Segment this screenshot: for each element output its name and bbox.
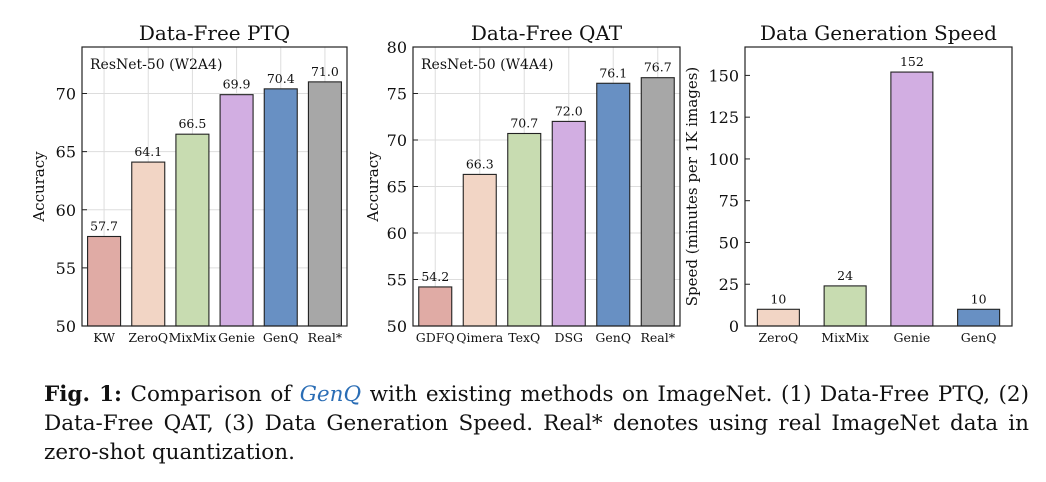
caption-figure-label: Fig. 1: [44, 382, 122, 407]
x-tick-label: ZeroQ [128, 330, 168, 345]
y-axis-label: Accuracy [364, 151, 382, 223]
chart-title: Data Generation Speed [760, 21, 997, 45]
y-tick-label: 150 [708, 66, 739, 85]
bar-value-label: 54.2 [421, 269, 449, 284]
plot-frame [412, 46, 681, 327]
bar-real [640, 77, 675, 327]
bar-dsg [551, 120, 586, 327]
y-tick-label: 50 [387, 317, 407, 336]
y-tick-label: 25 [719, 275, 739, 294]
x-tick-label: KW [93, 330, 115, 345]
bar-qimera [462, 173, 497, 327]
x-tick-label: MixMix [821, 330, 869, 345]
x-tick-label: Real* [308, 330, 343, 345]
x-tick-label: GenQ [961, 330, 997, 345]
bar-genq [596, 82, 631, 327]
bar-mixmix [175, 133, 210, 327]
bar-value-label: 64.1 [134, 144, 162, 159]
caption-method-name: GenQ [299, 382, 362, 407]
plot-frame [81, 46, 348, 327]
bar-value-label: 72.0 [555, 103, 583, 118]
bar-value-label: 69.9 [223, 77, 251, 92]
bar-value-label: 57.7 [90, 218, 118, 233]
x-tick-label: ZeroQ [758, 330, 798, 345]
y-axis-label: Accuracy [30, 151, 48, 223]
bar-value-label: 76.1 [599, 65, 627, 80]
y-tick-label: 55 [56, 259, 76, 278]
y-tick-label: 60 [387, 224, 407, 243]
y-tick-label: 80 [387, 38, 407, 57]
bar-value-label: 70.4 [267, 71, 295, 86]
caption-text-before: Comparison of [122, 382, 300, 407]
bar-value-label: 10 [770, 291, 786, 306]
plot-frame [744, 46, 1013, 327]
x-tick-label: TexQ [508, 330, 540, 345]
bar-genq [957, 308, 1001, 327]
bar-value-label: 10 [971, 291, 987, 306]
bar-gdfq [418, 286, 453, 327]
chart-title: Data-Free QAT [471, 21, 623, 45]
chart-annotation: ResNet-50 (W4A4) [421, 57, 553, 73]
bar-value-label: 76.7 [644, 60, 672, 75]
y-tick-label: 60 [56, 201, 76, 220]
bar-value-label: 70.7 [510, 115, 538, 130]
y-tick-label: 70 [56, 85, 76, 104]
figure-caption: Fig. 1: Comparison of GenQ with existing… [44, 380, 1029, 467]
y-tick-label: 65 [387, 178, 407, 197]
y-tick-label: 55 [387, 271, 407, 290]
x-tick-label: Genie [218, 330, 255, 345]
y-axis-label: Speed (minutes per 1K images) [683, 67, 701, 307]
x-tick-label: Qimera [456, 330, 503, 345]
x-tick-label: GenQ [263, 330, 299, 345]
chart-panel-ptq: ResNet-50 (W2A4) 57.7 KW 64.1 ZeroQ 66.5 MixMi… [30, 21, 348, 345]
y-tick-label: 75 [387, 85, 407, 104]
y-tick-label: 0 [729, 317, 739, 336]
bar-zeroq [131, 161, 166, 327]
bar-mixmix [823, 285, 867, 327]
bar-value-label: 152 [900, 54, 924, 69]
chart-title: Data-Free PTQ [139, 21, 290, 45]
chart-panel-qat: ResNet-50 (W4A4) 54.2 GDFQ 66.3 Qimera 70.7 Te… [364, 21, 681, 345]
bar-value-label: 71.0 [311, 64, 339, 79]
y-tick-label: 125 [708, 108, 739, 127]
bar-texq [507, 132, 542, 327]
x-tick-label: GDFQ [416, 330, 455, 345]
y-tick-label: 70 [387, 131, 407, 150]
figure-charts: ResNet-50 (W2A4) 57.7 KW 64.1 ZeroQ 66.5 MixMi… [30, 21, 1013, 345]
chart-panel-speed: 10 ZeroQ 24 MixMix 152 Genie 10 GenQ 0 25 50 75 100 1… [683, 21, 1013, 345]
y-tick-label: 65 [56, 143, 76, 162]
caption-text-after: with existing methods on ImageNet. (1) D… [44, 382, 1029, 465]
bar-kw [87, 235, 122, 327]
x-tick-label: DSG [554, 330, 583, 345]
x-tick-label: Genie [893, 330, 930, 345]
y-tick-label: 100 [708, 150, 739, 169]
bar-real [307, 81, 342, 327]
bar-genq [263, 88, 298, 327]
bar-value-label: 24 [837, 268, 853, 283]
bar-value-label: 66.5 [178, 116, 206, 131]
bar-zeroq [756, 308, 800, 327]
x-tick-label: GenQ [595, 330, 631, 345]
y-tick-label: 50 [56, 317, 76, 336]
y-tick-label: 75 [719, 192, 739, 211]
y-tick-label: 50 [719, 233, 739, 252]
chart-annotation: ResNet-50 (W2A4) [90, 57, 222, 73]
bar-genie [890, 71, 934, 327]
bar-value-label: 66.3 [466, 156, 494, 171]
x-tick-label: MixMix [169, 330, 217, 345]
x-tick-label: Real* [640, 330, 675, 345]
bar-genie [219, 94, 254, 327]
